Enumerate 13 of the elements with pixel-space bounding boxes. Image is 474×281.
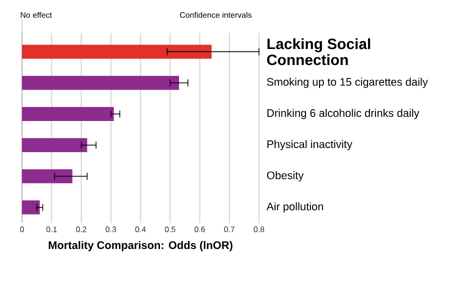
y-tick-label: Lacking Social Connection xyxy=(267,38,370,66)
x-axis-title: Mortality Comparison: Odds (lnOR) xyxy=(48,241,232,252)
y-tick-label: Obesity xyxy=(267,171,304,182)
y-tick-label: Smoking up to 15 cigarettes daily xyxy=(267,78,428,88)
bar xyxy=(22,200,40,214)
bar xyxy=(22,76,180,90)
y-tick-label: Air pollution xyxy=(266,202,324,213)
y-tick-label: Drinking 6 alcoholic drinks daily xyxy=(267,108,420,120)
bar xyxy=(22,138,88,152)
bar xyxy=(22,44,212,59)
bar xyxy=(22,106,114,121)
y-tick-label: Physical inactivity xyxy=(267,140,352,150)
bar xyxy=(22,169,72,184)
